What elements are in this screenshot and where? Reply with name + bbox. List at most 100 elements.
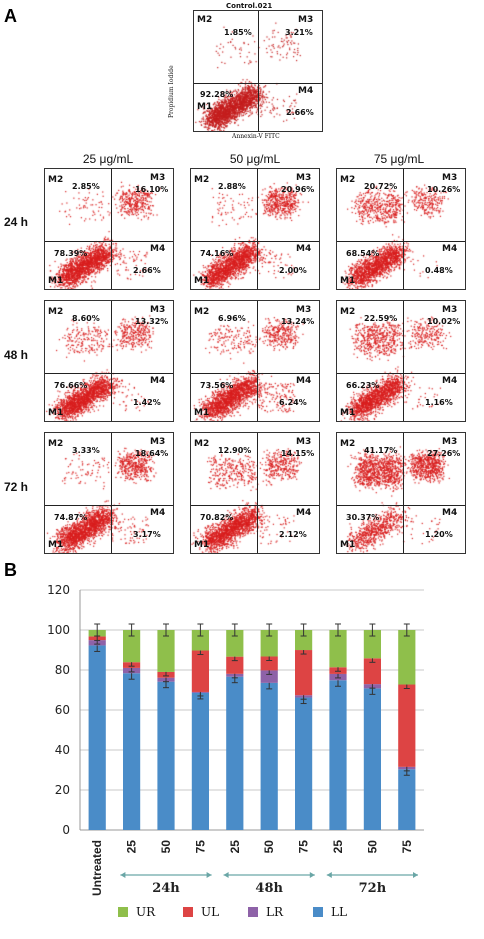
quadrant-m1-name: M1: [48, 540, 64, 550]
gate-vertical: [111, 169, 112, 289]
legend-label: LR: [266, 905, 284, 919]
flow-plot-r1-c0: M2 M3 M1 M4 8.60% 13.32% 76.66% 1.42%: [44, 300, 174, 422]
flow-plot-r2-c0: M2 M3 M1 M4 3.33% 18.64% 74.87% 3.17%: [44, 432, 174, 554]
quadrant-m1-value: 66.23%: [346, 381, 380, 390]
quadrant-m1-value: 74.87%: [54, 513, 88, 522]
control-xlabel: Annexin-V FITC: [232, 133, 280, 140]
quadrant-m1-name: M1: [194, 540, 210, 550]
bar-segment-ul: [295, 650, 313, 696]
panel-a-label: A: [4, 6, 17, 26]
x-tick-label: 50: [159, 840, 173, 854]
quadrant-m3-value: 13.24%: [281, 317, 315, 326]
flow-plot-r0-c0: M2 M3 M1 M4 2.85% 16.10% 78.39% 2.66%: [44, 168, 174, 290]
gate-vertical: [257, 301, 258, 421]
gate-vertical: [403, 301, 404, 421]
quadrant-m3-value: 10.02%: [427, 317, 461, 326]
bar-segment-ll: [329, 680, 347, 830]
flow-plot-r0-c2: M2 M3 M1 M4 20.72% 10.26% 68.54% 0.48%: [336, 168, 466, 290]
quadrant-m2-name: M2: [340, 439, 356, 449]
quadrant-m1-value: 76.66%: [54, 381, 88, 390]
quadrant-m2-value: 22.59%: [364, 314, 398, 323]
quadrant-m1-name: M1: [48, 408, 64, 418]
quadrant-m3-name: M3: [150, 173, 166, 183]
quadrant-m3-name: M3: [150, 305, 166, 315]
bar-segment-ul: [191, 650, 209, 692]
bar-segment-ul: [363, 658, 381, 685]
quadrant-m2-name: M2: [340, 307, 356, 317]
quadrant-m3-name: M3: [442, 437, 458, 447]
bar-segment-ur: [329, 629, 347, 668]
flow-dots: [337, 169, 465, 289]
flow-plot-r0-c1: M2 M3 M1 M4 2.88% 20.96% 74.16% 2.00%: [190, 168, 320, 290]
quadrant-m2-name: M2: [48, 439, 64, 449]
bar-segment-ll: [363, 688, 381, 830]
quadrant-m3-value: 20.96%: [281, 185, 315, 194]
group-arrow-head: [326, 872, 332, 878]
x-tick-label: 25: [125, 840, 139, 854]
legend-label: UL: [201, 905, 220, 919]
bar-segment-ul: [226, 656, 244, 674]
group-arrow-head: [309, 872, 315, 878]
gate-horizontal: [191, 373, 319, 374]
x-tick-label: 50: [262, 840, 276, 854]
quadrant-m2-value: 6.96%: [218, 314, 246, 323]
panel-b-label: B: [4, 560, 17, 580]
flow-plot-r2-c2: M2 M3 M1 M4 41.17% 27.26% 30.37% 1.20%: [336, 432, 466, 554]
quadrant-m4-name: M4: [442, 376, 458, 386]
gate-vertical: [403, 169, 404, 289]
quadrant-m4-value: 1.16%: [425, 398, 453, 407]
row-header-72h: 72 h: [4, 480, 29, 494]
bar-segment-ur: [226, 630, 244, 657]
bar-segment-ur: [295, 630, 313, 651]
gate-horizontal: [45, 373, 173, 374]
group-arrow-head: [413, 872, 418, 878]
quadrant-m4-name: M4: [150, 508, 166, 518]
y-tick-label: 100: [47, 623, 70, 637]
row-header-24h: 24 h: [4, 215, 29, 229]
flow-dots: [45, 169, 173, 289]
gate-vertical: [403, 433, 404, 553]
flow-dots: [337, 433, 465, 553]
gate-vertical: [111, 301, 112, 421]
group-label: 48h: [255, 881, 283, 896]
quadrant-m1-value: 70.82%: [200, 513, 234, 522]
quadrant-m4-value: 0.48%: [425, 266, 453, 275]
flow-dots: [337, 301, 465, 421]
quadrant-m2-value: 3.33%: [72, 446, 100, 455]
flow-dots: [191, 301, 319, 421]
quadrant-m1-name: M1: [194, 408, 210, 418]
chart-legend: UR UL LR LL: [0, 905, 484, 925]
bar-segment-ur: [157, 630, 175, 672]
bar-segment-ll: [398, 769, 416, 830]
quadrant-m4-value: 2.12%: [279, 530, 307, 539]
row-header-48h: 48 h: [4, 348, 29, 362]
control-m3-value: 3.21%: [285, 28, 313, 37]
group-arrow-head: [120, 872, 126, 878]
flow-plot-r1-c1: M2 M3 M1 M4 6.96% 13.24% 73.56% 6.24%: [190, 300, 320, 422]
gate-horizontal: [191, 241, 319, 242]
column-header-50: 50 μg/mL: [229, 152, 281, 166]
bar-segment-ul: [398, 684, 416, 767]
y-tick-label: 40: [55, 743, 70, 757]
bar-segment-ul: [260, 656, 278, 671]
control-m4-value: 2.66%: [286, 108, 314, 117]
bar-segment-ur: [398, 630, 416, 685]
gate-horizontal: [45, 505, 173, 506]
x-axis-title: concentration (μg/mL): [179, 899, 344, 900]
y-tick-label: 60: [55, 703, 70, 717]
quadrant-m2-name: M2: [194, 439, 210, 449]
y-tick-label: 80: [55, 663, 70, 677]
column-header-25: 25 μg/mL: [82, 152, 134, 166]
quadrant-m2-name: M2: [48, 175, 64, 185]
quadrant-m4-name: M4: [442, 508, 458, 518]
bar-segment-ll: [157, 681, 175, 830]
quadrant-m1-name: M1: [340, 408, 356, 418]
bar-segment-ur: [191, 630, 209, 651]
quadrant-m2-value: 2.85%: [72, 182, 100, 191]
x-tick-label: 75: [297, 840, 311, 854]
flow-dots: [45, 433, 173, 553]
quadrant-m4-name: M4: [296, 508, 312, 518]
x-tick-label: 25: [331, 840, 345, 854]
gate-horizontal: [191, 505, 319, 506]
control-vgate: [258, 11, 259, 131]
